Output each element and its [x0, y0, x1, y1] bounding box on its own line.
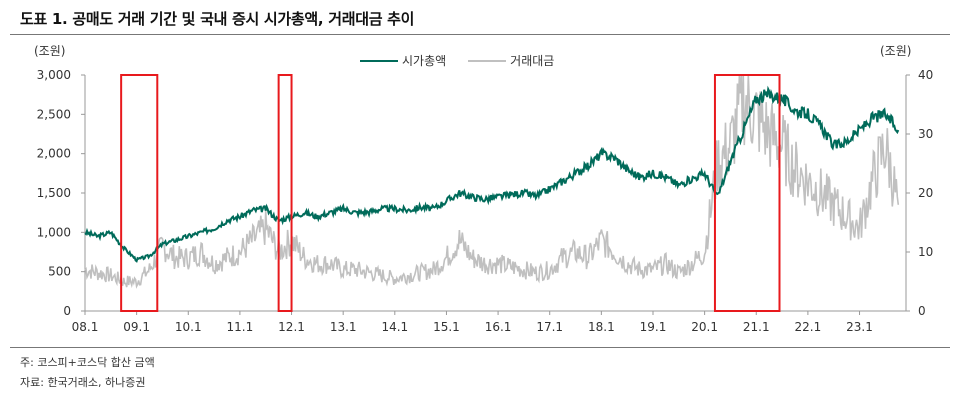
x-tick-label: 10.1: [175, 320, 202, 334]
short-selling-period-box: [713, 74, 781, 312]
left-y-tick-label: 3,000: [37, 68, 71, 82]
x-tick-label: 11.1: [227, 320, 254, 334]
legend-item-market-cap: 시가총액: [360, 52, 446, 69]
left-y-tick-label: 2,500: [37, 107, 71, 121]
left-y-tick-label: 500: [48, 265, 71, 279]
x-tick-label: 17.1: [536, 320, 563, 334]
x-tick-label: 08.1: [72, 320, 99, 334]
series-market-cap: [84, 85, 900, 263]
source-note: 자료: 한국거래소, 하나증권: [20, 376, 146, 389]
legend-label-trading-value: 거래대금: [510, 54, 555, 68]
right-y-tick-label: 30: [918, 127, 933, 141]
right-y-tick-label: 20: [918, 186, 933, 200]
left-axis-unit: (조원): [34, 44, 66, 58]
x-tick-label: 15.1: [433, 320, 460, 334]
right-y-tick-label: 0: [918, 304, 926, 318]
x-tick-label: 22.1: [795, 320, 822, 334]
x-tick-label: 18.1: [588, 320, 615, 334]
left-y-tick-label: 2,000: [37, 147, 71, 161]
short-selling-period-box: [277, 74, 293, 312]
legend-swatch-market-cap: [360, 59, 398, 62]
chart-title: 도표 1. 공매도 거래 기간 및 국내 증시 시가총액, 거래대금 추이: [20, 10, 415, 28]
right-y-tick-label: 40: [918, 68, 933, 82]
x-tick-label: 23.1: [846, 320, 873, 334]
x-tick-label: 19.1: [640, 320, 667, 334]
series-trading-value: [84, 74, 900, 289]
legend-label-market-cap: 시가총액: [402, 54, 447, 68]
x-tick-label: 20.1: [691, 320, 718, 334]
x-tick-label: 21.1: [743, 320, 770, 334]
right-y-tick-label: 10: [918, 245, 933, 259]
footer-divider: [10, 347, 950, 348]
x-tick-label: 14.1: [381, 320, 408, 334]
right-axis-unit: (조원): [880, 44, 912, 58]
legend-item-trading-value: 거래대금: [468, 52, 554, 69]
title-divider: [10, 34, 950, 35]
footnote: 주: 코스피+코스닥 합산 금액: [20, 356, 155, 369]
left-y-tick-label: 1,000: [37, 225, 71, 239]
x-tick-label: 16.1: [485, 320, 512, 334]
left-y-tick-label: 0: [63, 304, 71, 318]
short-selling-period-box: [120, 74, 159, 312]
legend-swatch-trading-value: [468, 59, 507, 62]
x-tick-label: 13.1: [330, 320, 357, 334]
left-y-tick-label: 1,500: [37, 186, 71, 200]
x-tick-label: 12.1: [278, 320, 305, 334]
x-tick-label: 09.1: [123, 320, 150, 334]
legend: 시가총액 거래대금: [360, 52, 554, 69]
